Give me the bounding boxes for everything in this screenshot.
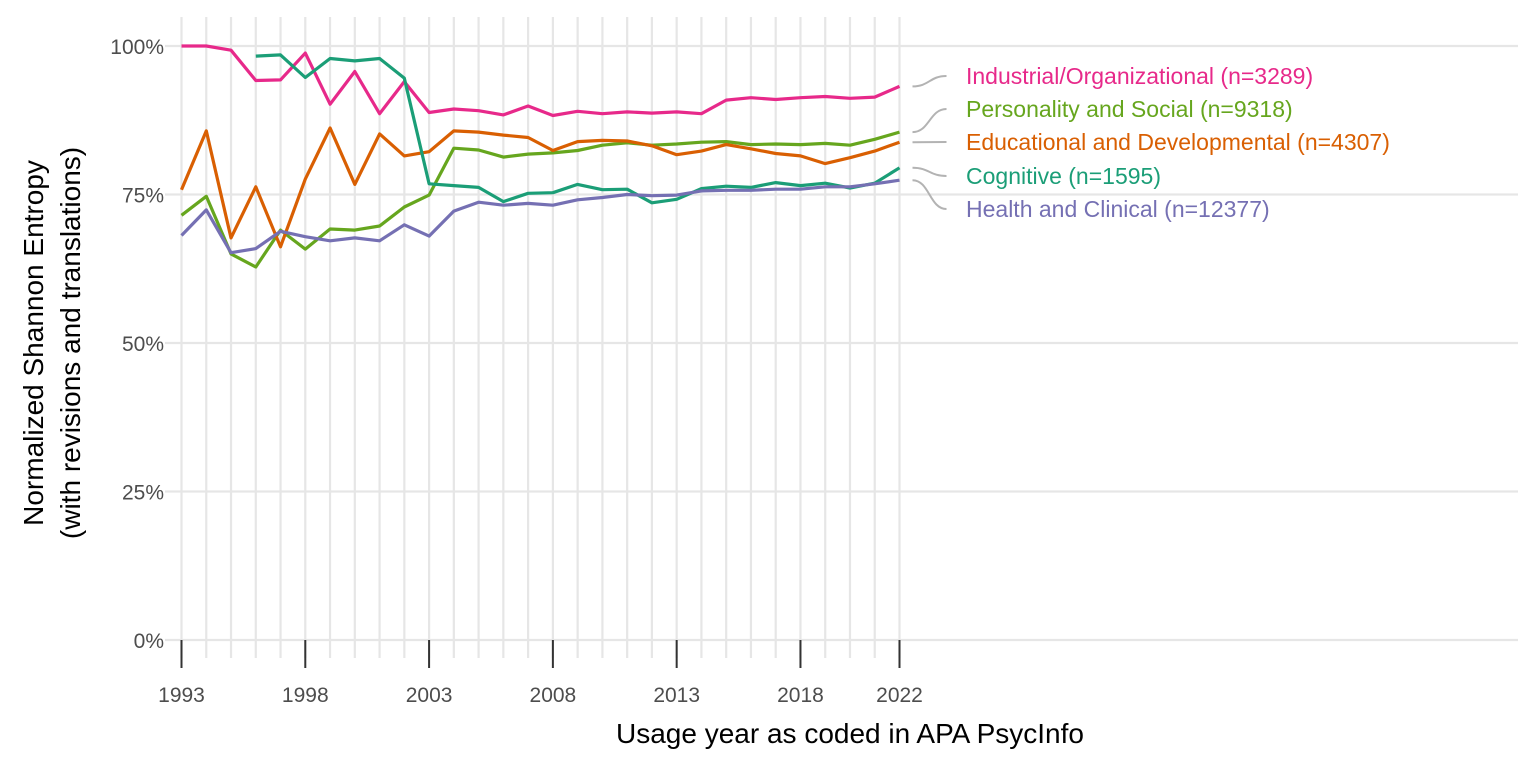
x-axis-ticks: 1993 1998 2003 2008 2013 2018 2022 <box>158 640 923 707</box>
label-connector <box>913 76 947 86</box>
x-tick-label: 2013 <box>653 684 700 707</box>
gridlines <box>165 17 1518 658</box>
label-connector <box>913 168 947 176</box>
x-tick-label: 1993 <box>158 684 205 707</box>
series-label: Personality and Social (n=9318) <box>966 96 1293 122</box>
y-tick-label: 25% <box>122 482 164 505</box>
series-lines <box>182 46 900 267</box>
series-line-2 <box>182 132 900 267</box>
label-connector <box>913 109 947 132</box>
series-line-5 <box>182 180 900 253</box>
x-axis-title: Usage year as coded in APA PsycInfo <box>616 718 1084 749</box>
y-tick-label: 100% <box>110 36 164 59</box>
series-label: Educational and Developmental (n=4307) <box>966 129 1390 155</box>
x-tick-label: 2008 <box>530 684 577 707</box>
x-tick-label: 1998 <box>282 684 329 707</box>
series-label: Health and Clinical (n=12377) <box>966 196 1270 222</box>
y-tick-label: 0% <box>134 630 164 653</box>
y-tick-label: 75% <box>122 185 164 208</box>
label-connectors <box>913 76 947 209</box>
x-tick-label: 2003 <box>406 684 453 707</box>
x-tick-label: 2018 <box>777 684 824 707</box>
y-axis-title-line-2: (with revisions and translations) <box>55 147 86 539</box>
series-line-1 <box>182 46 900 116</box>
series-label: Cognitive (n=1595) <box>966 163 1161 189</box>
x-tick-label: 2022 <box>876 684 923 707</box>
y-axis-ticks: 0% 25% 50% 75% 100% <box>110 36 164 653</box>
series-labels: Industrial/Organizational (n=3289) Person… <box>966 63 1390 222</box>
y-tick-label: 50% <box>122 333 164 356</box>
series-label: Industrial/Organizational (n=3289) <box>966 63 1313 89</box>
y-axis-title-line-1: Normalized Shannon Entropy <box>18 160 49 526</box>
